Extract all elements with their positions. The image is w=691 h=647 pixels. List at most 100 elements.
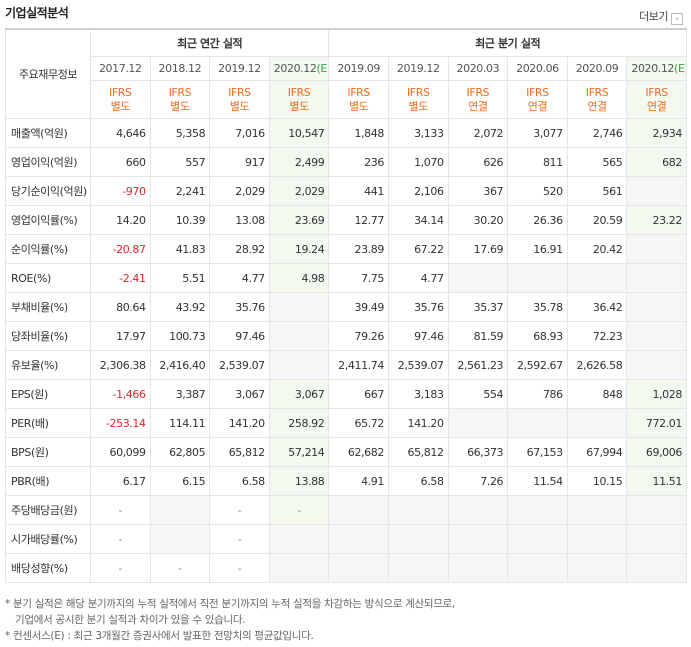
cell: 80.64	[90, 292, 151, 322]
basis: 별도	[170, 99, 190, 113]
cell	[447, 408, 509, 438]
cell	[626, 292, 687, 322]
cell	[626, 263, 687, 293]
cell: 3,183	[387, 379, 449, 409]
cell: 36.42	[566, 292, 628, 322]
cell: 236	[328, 147, 389, 177]
basis: 별도	[348, 99, 369, 113]
group-header: 최근 연간 실적	[89, 28, 330, 57]
cell: 13.88	[268, 466, 330, 496]
cell: 3,067	[268, 379, 330, 409]
more-text[interactable]: 더보기	[639, 10, 668, 23]
notes: * 분기 실적은 해당 분기까지의 누적 실적에서 직전 분기까지의 누적 실적…	[5, 596, 455, 644]
data-row: PER(배) -253.14 114.11 141.20 258.92 65.72 141.…	[5, 408, 687, 438]
cell	[507, 408, 568, 438]
cell: 6.58	[387, 466, 449, 496]
more-icon[interactable]: ›	[671, 13, 683, 25]
cell: 786	[507, 379, 568, 409]
cell: 57,214	[268, 437, 330, 467]
cell: -	[90, 524, 151, 554]
cell: 6.17	[90, 466, 151, 496]
cell: 554	[447, 379, 509, 409]
cell: 11.51	[626, 466, 687, 496]
cell: 626	[447, 147, 509, 177]
cell: 141.20	[387, 408, 449, 438]
cell: 2,029	[209, 176, 270, 206]
cell	[149, 524, 211, 554]
cell: 3,133	[387, 118, 449, 148]
cell: 23.89	[328, 234, 389, 264]
header-row: 주요재무정보 최근 연간 실적 최근 분기 실적	[5, 28, 687, 119]
ifrs: IFRS	[168, 85, 192, 99]
data-row: EPS(원) -1,466 3,387 3,067 3,067 667 3,183 554 78…	[5, 379, 687, 409]
cell: 848	[566, 379, 628, 409]
basis: 연결	[468, 99, 488, 113]
cell: 72.23	[566, 321, 628, 351]
row-label: ROE(%)	[5, 263, 91, 293]
cell: 114.11	[149, 408, 211, 438]
cell: -	[90, 495, 151, 525]
cell: -2.41	[90, 263, 151, 293]
cell: 1,848	[328, 118, 389, 148]
ifrs: IFRS	[108, 85, 132, 99]
date: 2020.03	[456, 62, 500, 75]
data-row: 당좌비율(%) 17.97 100.73 97.46 79.26 97.46 81.59 68…	[5, 321, 687, 351]
cell: 20.59	[566, 205, 628, 235]
cell: -970	[90, 176, 151, 206]
date-header: 2019.09	[328, 56, 389, 81]
basis-header: IFRS 별도	[209, 80, 270, 119]
basis-header: IFRS 별도	[90, 80, 151, 119]
cell: 520	[507, 176, 568, 206]
cell	[328, 553, 389, 583]
cell	[566, 524, 628, 554]
cell: 39.49	[328, 292, 389, 322]
date-header: 2020.06	[507, 56, 568, 81]
cell: 23.22	[626, 205, 687, 235]
cell: 28.92	[209, 234, 270, 264]
cell: -	[209, 553, 270, 583]
cell: 20.42	[566, 234, 628, 264]
basis-header: IFRS 연결	[507, 80, 568, 119]
data-row: 부채비율(%) 80.64 43.92 35.76 39.49 35.76 35.37 35.…	[5, 292, 687, 322]
cell: 557	[149, 147, 211, 177]
date: 2020.06	[516, 62, 559, 75]
cell: 35.76	[387, 292, 449, 322]
cell: 2,241	[149, 176, 211, 206]
cell	[507, 263, 568, 293]
basis: 별도	[408, 99, 429, 113]
ifrs: IFRS	[406, 85, 430, 99]
cell	[626, 553, 687, 583]
cell: 67,153	[507, 437, 568, 467]
cell	[447, 553, 509, 583]
cell	[566, 263, 628, 293]
cell: 79.26	[328, 321, 389, 351]
cell: -20.87	[90, 234, 151, 264]
cell: 62,682	[328, 437, 389, 467]
cell: -1,466	[90, 379, 151, 409]
cell: 2,746	[566, 118, 628, 148]
cell	[387, 553, 449, 583]
row-label: 순이익률(%)	[5, 234, 91, 264]
cell: 43.92	[149, 292, 211, 322]
ifrs: IFRS	[347, 85, 370, 99]
cell: 69,006	[626, 437, 687, 467]
cell	[447, 495, 509, 525]
cell: -	[90, 553, 151, 583]
cell: 811	[507, 147, 568, 177]
cell	[626, 321, 687, 351]
row-label: 주당배당금(원)	[5, 495, 91, 525]
data-row: 유보율(%) 2,306.38 2,416.40 2,539.07 2,411.74 2,…	[5, 350, 687, 380]
cell: 565	[566, 147, 628, 177]
basis-header: IFRS 별도	[328, 80, 389, 119]
cell: 67.22	[387, 234, 449, 264]
more-link[interactable]: 더보기 ›	[639, 8, 683, 25]
cell: 17.69	[447, 234, 509, 264]
cell: 26.36	[507, 205, 568, 235]
cell: 7,016	[209, 118, 270, 148]
cell: 34.14	[387, 205, 449, 235]
cell: 68.93	[507, 321, 568, 351]
cell: 2,934	[626, 118, 687, 148]
basis-header: IFRS 연결	[566, 80, 628, 119]
cell	[268, 524, 330, 554]
section-title: 기업실적분석	[5, 6, 69, 20]
